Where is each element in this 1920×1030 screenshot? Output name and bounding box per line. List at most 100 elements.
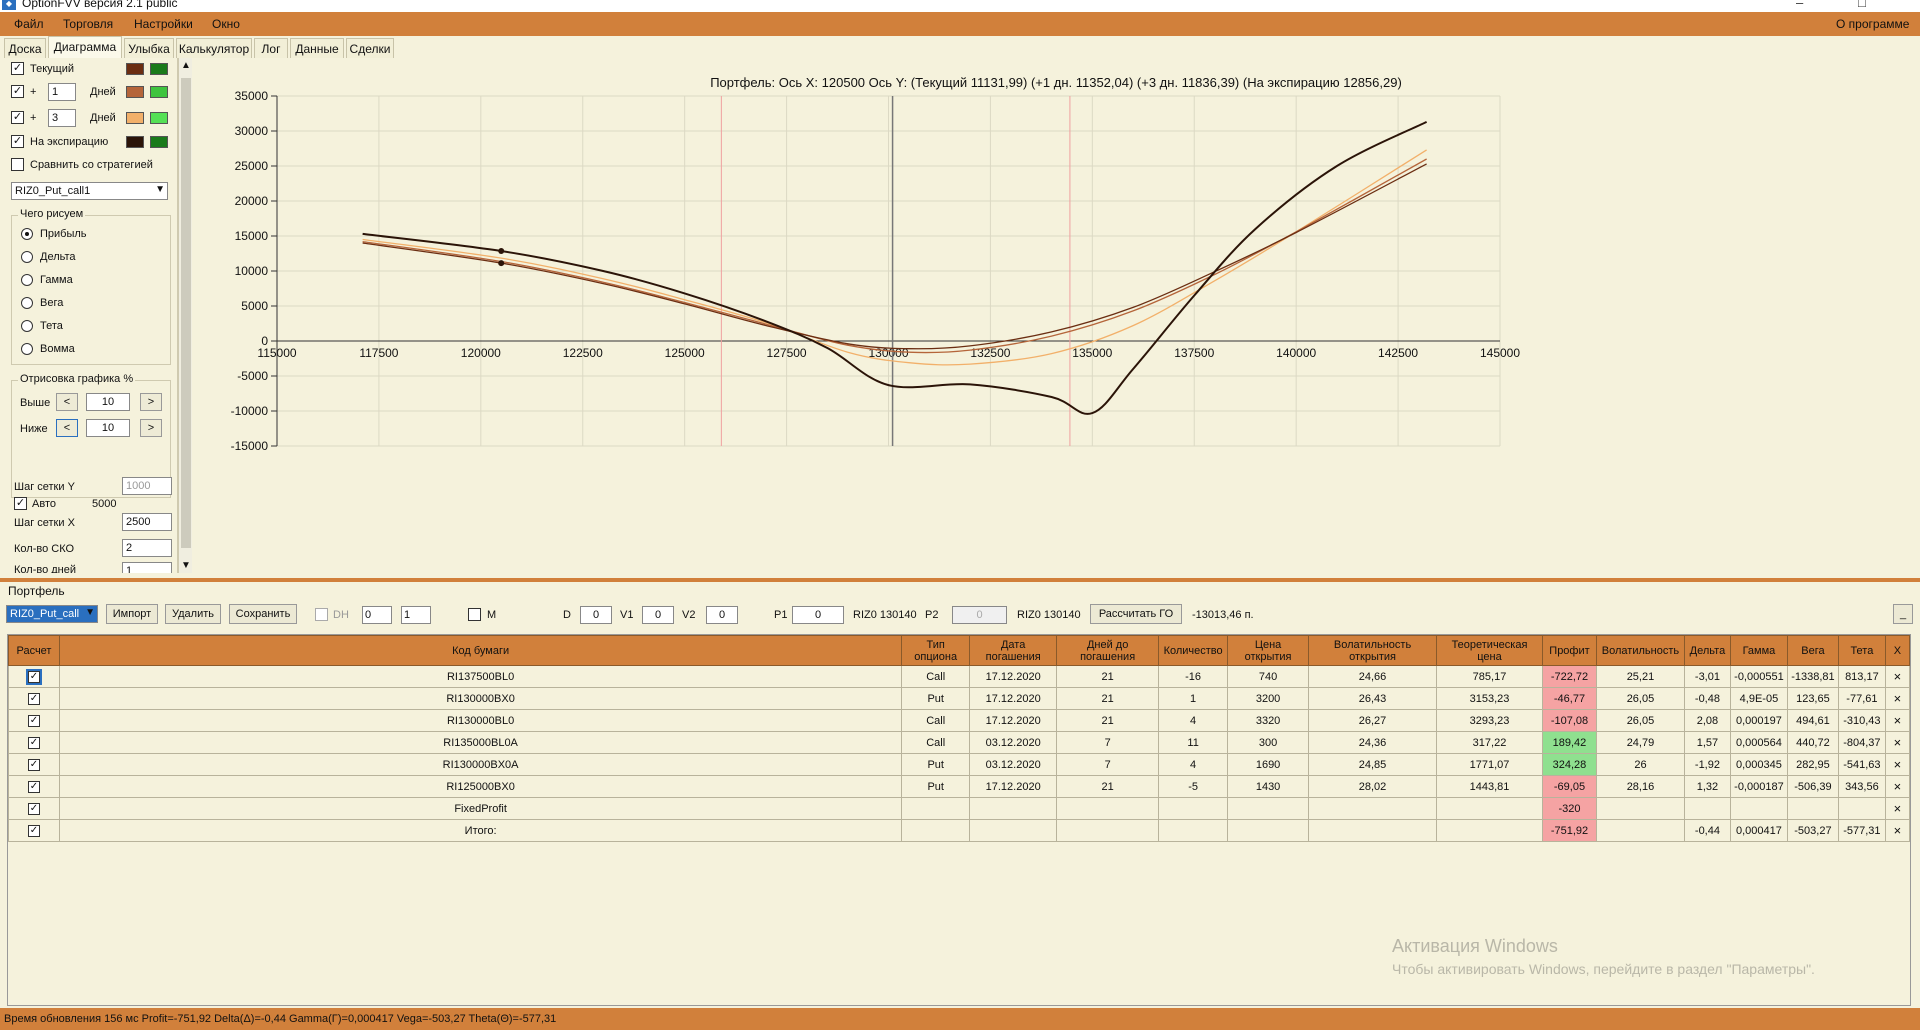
column-header[interactable]: Теоретическая цена: [1436, 635, 1543, 666]
import-button[interactable]: Импорт: [106, 604, 158, 624]
row-calc-checkbox-cell[interactable]: ✓: [8, 709, 60, 732]
delete-row-icon[interactable]: ×: [1884, 709, 1910, 732]
maximize-button[interactable]: □: [1858, 0, 1866, 10]
menu-about[interactable]: О программе: [1836, 17, 1910, 31]
auto-checkbox[interactable]: ✓: [14, 497, 27, 510]
settings-scrollbar[interactable]: ▲ ▼: [178, 58, 192, 573]
row-calc-checkbox-cell[interactable]: ✓: [8, 819, 60, 842]
below-input[interactable]: 10: [86, 419, 130, 437]
expiry-color-swatch-alt[interactable]: [150, 136, 168, 148]
column-header[interactable]: Количество: [1158, 635, 1229, 666]
m-checkbox[interactable]: [468, 608, 481, 621]
delete-row-icon[interactable]: ×: [1884, 731, 1910, 754]
delete-row-icon[interactable]: ×: [1884, 819, 1910, 842]
tab-board[interactable]: Доска: [4, 38, 46, 58]
above-input[interactable]: 10: [86, 393, 130, 411]
column-header[interactable]: Тип опциона: [901, 635, 971, 666]
dh-input-2[interactable]: 1: [401, 606, 431, 624]
table-row[interactable]: ✓ RI130000BX0 Put 17.12.2020 21 1 3200 26,43 315…: [8, 687, 1910, 710]
grid-y-input[interactable]: 1000: [122, 477, 172, 495]
row-calc-checkbox-cell[interactable]: ✓: [8, 665, 60, 688]
column-header[interactable]: Волатильность: [1595, 635, 1685, 666]
days1-color-swatch[interactable]: [126, 86, 144, 98]
dh-checkbox[interactable]: [315, 608, 328, 621]
tab-data[interactable]: Данные: [290, 38, 344, 58]
days1-color-swatch-alt[interactable]: [150, 86, 168, 98]
days1-checkbox[interactable]: ✓: [11, 85, 24, 98]
column-header[interactable]: Профит: [1541, 635, 1597, 666]
portfolio-select[interactable]: RIZ0_Put_call ▼: [6, 605, 98, 623]
row-calc-checkbox[interactable]: ✓: [27, 736, 40, 749]
column-header[interactable]: Дней до погашения: [1056, 635, 1160, 666]
save-button[interactable]: Сохранить: [229, 604, 297, 624]
column-header[interactable]: Гамма: [1729, 635, 1788, 666]
row-calc-checkbox-cell[interactable]: ✓: [8, 797, 60, 820]
current-color-swatch-alt[interactable]: [150, 63, 168, 75]
compare-checkbox[interactable]: [11, 158, 24, 171]
sko-input[interactable]: 2: [122, 539, 172, 557]
tab-smile[interactable]: Улыбка: [124, 38, 174, 58]
row-calc-checkbox-cell[interactable]: ✓: [8, 753, 60, 776]
row-calc-checkbox[interactable]: ✓: [25, 668, 42, 685]
menu-file[interactable]: Файл: [14, 17, 44, 31]
table-row[interactable]: ✓ RI130000BL0 Call 17.12.2020 21 4 3320 26,27 32…: [8, 709, 1910, 732]
calc-go-button[interactable]: Рассчитать ГО: [1090, 604, 1182, 624]
tab-diagram[interactable]: Диаграмма: [48, 36, 122, 58]
below-decrease-button[interactable]: <: [56, 419, 78, 437]
tab-deals[interactable]: Сделки: [346, 38, 394, 58]
p2-input[interactable]: 0: [952, 606, 1007, 624]
scroll-down-icon[interactable]: ▼: [181, 560, 191, 571]
grid-x-input[interactable]: 2500: [122, 513, 172, 531]
row-calc-checkbox[interactable]: ✓: [27, 802, 40, 815]
table-row[interactable]: ✓ RI137500BL0 Call 17.12.2020 21 -16 740 24,66 7…: [8, 665, 1910, 688]
delete-row-icon[interactable]: ×: [1884, 775, 1910, 798]
expiry-color-swatch[interactable]: [126, 136, 144, 148]
radio-vomma[interactable]: [21, 343, 33, 355]
row-calc-checkbox[interactable]: ✓: [27, 824, 40, 837]
tab-calculator[interactable]: Калькулятор: [176, 38, 252, 58]
table-row[interactable]: ✓ RI130000BX0A Put 03.12.2020 7 4 1690 24,85 177…: [8, 753, 1910, 776]
radio-profit[interactable]: [21, 228, 33, 240]
days3-input[interactable]: 3: [48, 109, 76, 127]
row-calc-checkbox-cell[interactable]: ✓: [8, 687, 60, 710]
column-header[interactable]: Тета: [1837, 635, 1886, 666]
scroll-up-icon[interactable]: ▲: [181, 60, 191, 71]
delete-row-icon[interactable]: ×: [1884, 687, 1910, 710]
delete-button[interactable]: Удалить: [165, 604, 221, 624]
d-input[interactable]: 0: [580, 606, 612, 624]
table-row[interactable]: ✓ RI125000BX0 Put 17.12.2020 21 -5 1430 28,02 14…: [8, 775, 1910, 798]
delete-row-icon[interactable]: ×: [1884, 753, 1910, 776]
column-header[interactable]: Код бумаги: [58, 635, 903, 666]
days3-color-swatch[interactable]: [126, 112, 144, 124]
row-calc-checkbox[interactable]: ✓: [27, 758, 40, 771]
scroll-thumb[interactable]: [181, 78, 191, 548]
row-calc-checkbox-cell[interactable]: ✓: [8, 731, 60, 754]
radio-theta[interactable]: [21, 320, 33, 332]
dh-input-1[interactable]: 0: [362, 606, 392, 624]
days-count-input[interactable]: 1: [122, 562, 172, 573]
days3-checkbox[interactable]: ✓: [11, 111, 24, 124]
row-calc-checkbox[interactable]: ✓: [27, 780, 40, 793]
table-row[interactable]: ✓ FixedProfit -320 ×: [8, 797, 1910, 820]
p1-input[interactable]: 0: [792, 606, 844, 624]
menu-settings[interactable]: Настройки: [134, 17, 193, 31]
menu-trade[interactable]: Торговля: [63, 17, 114, 31]
table-row[interactable]: ✓ RI135000BL0A Call 03.12.2020 7 11 300 24,36 31…: [8, 731, 1910, 754]
expiry-checkbox[interactable]: ✓: [11, 135, 24, 148]
row-calc-checkbox[interactable]: ✓: [27, 714, 40, 727]
menu-window[interactable]: Окно: [212, 17, 240, 31]
strategy-select[interactable]: RIZ0_Put_call1 ▼: [11, 182, 168, 200]
tab-log[interactable]: Лог: [254, 38, 288, 58]
radio-gamma[interactable]: [21, 274, 33, 286]
row-calc-checkbox-cell[interactable]: ✓: [8, 775, 60, 798]
minimize-button[interactable]: –: [1796, 0, 1804, 10]
column-header[interactable]: Вега: [1786, 635, 1839, 666]
payoff-chart[interactable]: 115000 117500 120000 122500 125000 127500 1300…: [192, 58, 1920, 578]
column-header[interactable]: Дельта: [1683, 635, 1731, 666]
column-header[interactable]: Дата погашения: [969, 635, 1058, 666]
panel-splitter[interactable]: [0, 578, 1920, 582]
above-increase-button[interactable]: >: [140, 393, 162, 411]
delete-row-icon[interactable]: ×: [1884, 665, 1910, 688]
header-delete-column[interactable]: X: [1884, 635, 1910, 666]
delete-row-icon[interactable]: ×: [1884, 797, 1910, 820]
